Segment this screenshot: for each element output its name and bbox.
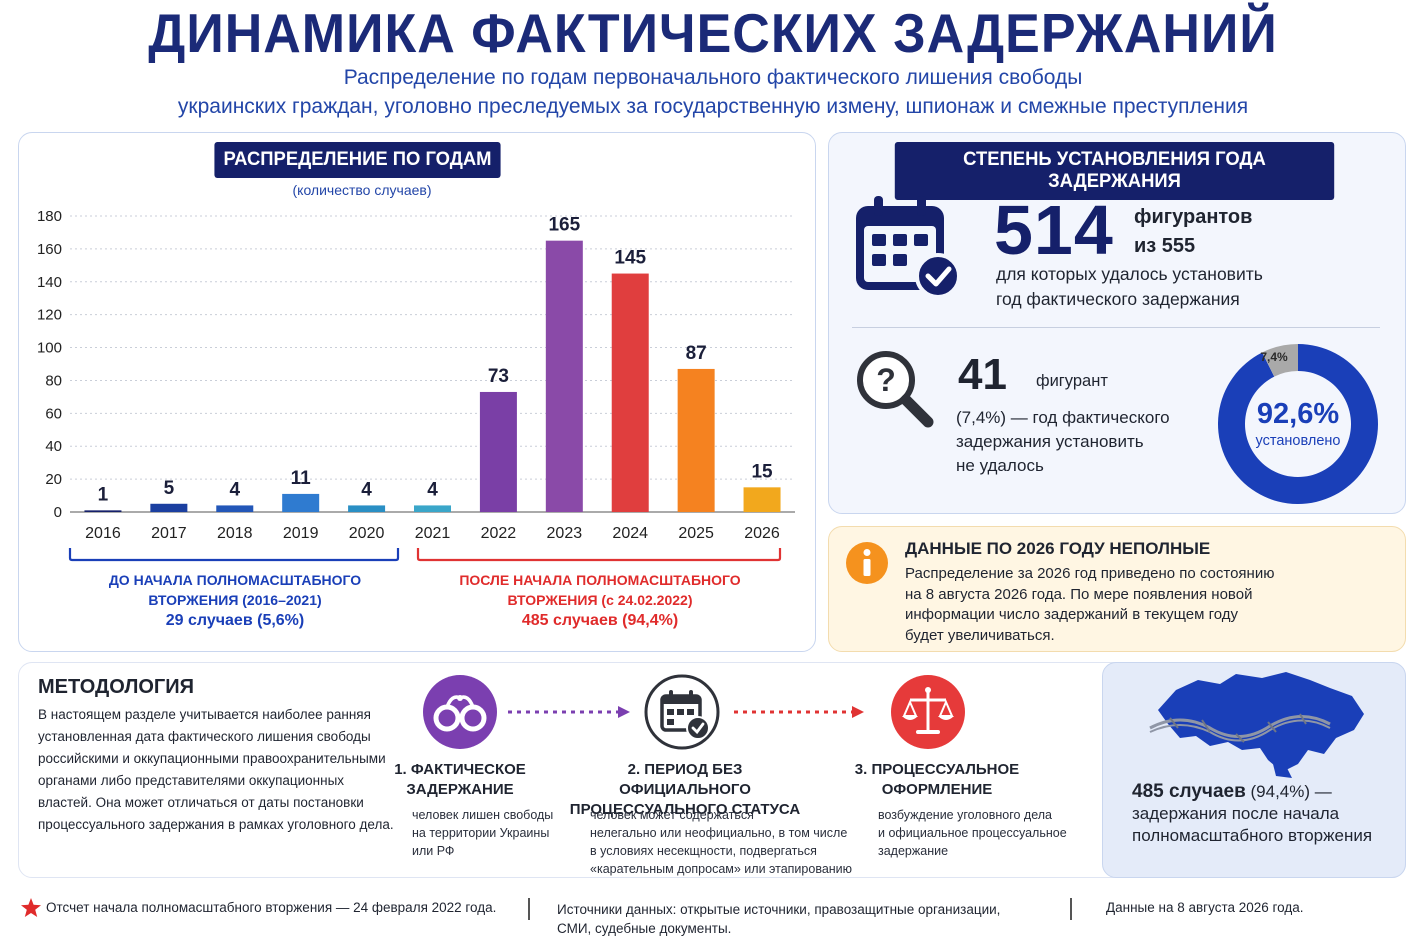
y-tick-label: 140 [37, 274, 62, 291]
footer-note: Отсчет начала полномасштабного вторжения… [46, 900, 497, 915]
x-tick-label-2020: 2020 [349, 525, 385, 542]
x-tick-label-2022: 2022 [481, 525, 517, 542]
x-tick-label-2016: 2016 [85, 525, 121, 542]
bar-2023 [545, 240, 583, 512]
step-3-description: возбуждение уголовного дела и официально… [878, 808, 1067, 858]
unknown-number-caption: фигурант [1036, 372, 1108, 390]
step-3-title: 3. ПРОЦЕССУАЛЬНОЕ ОФОРМЛЕНИЕ [854, 761, 1020, 798]
methodology-text: В настоящем разделе учитывается наиболее… [38, 707, 394, 832]
bar-2026 [743, 487, 781, 512]
value-label-2026: 15 [751, 461, 773, 482]
ukraine-map-icon [1149, 672, 1364, 778]
notice-text: Распределение за 2026 год приведено по с… [905, 565, 1275, 644]
star-icon [21, 898, 41, 917]
value-label-2018: 4 [229, 479, 240, 500]
x-tick-label-2018: 2018 [217, 525, 253, 542]
arrow-2-to-3 [734, 706, 864, 718]
notice-title: ДАННЫЕ ПО 2026 ГОДУ НЕПОЛНЫЕ [905, 539, 1211, 558]
establishment-banner: СТЕПЕНЬ УСТАНОВЛЕНИЯ ГОДА ЗАДЕРЖАНИЯ [894, 142, 1335, 200]
unknown-number: 41 [958, 350, 1007, 399]
bar-2018 [216, 505, 254, 512]
pre-invasion-label: ДО НАЧАЛА ПОЛНОМАСШТАБНОГО ВТОРЖЕНИЯ (20… [108, 572, 362, 608]
value-label-2022: 73 [488, 366, 509, 387]
x-tick-label-2017: 2017 [151, 525, 187, 542]
svg-text:?: ? [876, 362, 896, 398]
chart-unit-label: (количество случаев) [292, 182, 432, 198]
bar-2024 [611, 273, 649, 512]
value-label-2023: 165 [548, 215, 580, 236]
x-tick-label-2024: 2024 [612, 525, 648, 542]
value-label-2020: 4 [361, 479, 372, 500]
incomplete-data-notice [828, 526, 1406, 652]
calendar-check-icon [644, 674, 720, 750]
map-caption: 485 случаев (94,4%) — задержания после н… [1132, 781, 1373, 845]
page-title: ДИНАМИКА ФАКТИЧЕСКИХ ЗАДЕРЖАНИЙ [148, 3, 1278, 65]
page-subtitle-line1: Распределение по годам первоначального ф… [343, 66, 1083, 89]
donut-chart: 92,6% установлено 7,4% [1218, 344, 1378, 504]
footer-divider-1 [528, 898, 530, 920]
established-number-caption: фигурантов из 555 [1134, 206, 1253, 257]
year-distribution-banner: РАСПРЕДЕЛЕНИЕ ПО ГОДАМ [214, 142, 501, 178]
value-label-2025: 87 [686, 343, 707, 364]
pre-invasion-count: 29 случаев (5,6%) [165, 612, 305, 629]
bar-2017 [150, 503, 188, 512]
value-label-2019: 11 [291, 468, 312, 489]
value-label-2021: 4 [427, 479, 438, 500]
footer-date: Данные на 8 августа 2026 года. [1106, 900, 1304, 915]
y-tick-label: 160 [37, 241, 62, 258]
calendar-check-icon [856, 196, 961, 298]
y-tick-label: 180 [37, 208, 62, 225]
methodology-title: МЕТОДОЛОГИЯ [38, 676, 194, 698]
page-subtitle-line2: украинских граждан, уголовно преследуемы… [177, 95, 1249, 118]
y-tick-label: 20 [45, 471, 62, 488]
donut-slice-label: 7,4% [1260, 350, 1288, 364]
step-1-title: 1. ФАКТИЧЕСКОЕ ЗАДЕРЖАНИЕ [394, 761, 526, 798]
value-label-2024: 145 [614, 248, 646, 269]
value-label-2016: 1 [98, 484, 109, 505]
handcuffs-icon [423, 675, 497, 749]
footer-divider-2 [1070, 898, 1072, 920]
pre-invasion-bracket [68, 548, 400, 562]
step-2-title: 2. ПЕРИОД БЕЗ ОФИЦИАЛЬНОГО ПРОЦЕССУАЛЬНО… [569, 761, 801, 818]
established-number: 514 [994, 191, 1114, 269]
period-brackets [68, 548, 782, 562]
question-magnifier-icon: ? [857, 351, 934, 428]
stats-divider [852, 327, 1380, 328]
bar-2016 [84, 510, 122, 512]
x-tick-label-2026: 2026 [744, 525, 780, 542]
arrow-1-to-2 [508, 706, 630, 718]
y-tick-label: 80 [45, 372, 62, 389]
donut-center-value: 92,6% [1257, 398, 1339, 430]
donut-center-label: установлено [1256, 433, 1341, 449]
bar-2022 [479, 391, 517, 512]
bar-2021 [414, 505, 451, 512]
step-1-description: человек лишен свободы на территории Укра… [412, 808, 554, 858]
value-label-2017: 5 [164, 478, 175, 499]
y-tick-label: 100 [37, 340, 62, 357]
y-tick-label: 120 [37, 307, 62, 324]
donut-slice-established [1218, 344, 1378, 504]
y-tick-label: 60 [45, 405, 62, 422]
donut-slice-unknown [1262, 344, 1298, 377]
footer-sources: Источники данных: открытые источники, пр… [557, 902, 1001, 936]
x-tick-label-2025: 2025 [678, 525, 714, 542]
info-icon [846, 542, 888, 584]
x-tick-label-2023: 2023 [547, 525, 583, 542]
post-invasion-label: ПОСЛЕ НАЧАЛА ПОЛНОМАСШТАБНОГО ВТОРЖЕНИЯ … [459, 572, 741, 608]
x-tick-label-2019: 2019 [283, 525, 319, 542]
established-description: для которых удалось установить год факти… [996, 264, 1263, 309]
bar-2020 [348, 505, 386, 512]
x-tick-label-2021: 2021 [415, 525, 451, 542]
bar-2019 [282, 493, 320, 512]
post-invasion-count: 485 случаев (94,4%) [521, 612, 679, 629]
unknown-description: (7,4%) — год фактического задержания уст… [956, 408, 1170, 475]
post-invasion-bracket [416, 548, 782, 562]
bar-2025 [677, 368, 715, 512]
step-2-description: человек может содержаться нелегально или… [590, 808, 853, 876]
y-tick-label: 0 [54, 504, 62, 521]
y-tick-label: 40 [45, 438, 62, 455]
scales-icon [891, 675, 965, 749]
